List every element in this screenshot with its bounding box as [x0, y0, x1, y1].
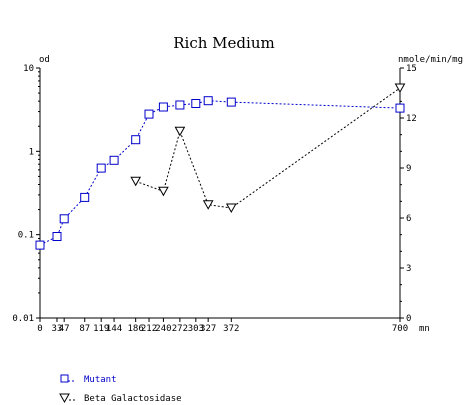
data-point-beta-galactosidase	[394, 83, 406, 94]
x-tick-label: 0	[37, 324, 42, 334]
data-point-mutant	[109, 155, 119, 165]
series-line-beta-galactosidase	[135, 87, 401, 209]
chart-title: Rich Medium	[173, 34, 274, 52]
x-tick-label: 327	[200, 324, 216, 334]
legend-label-mutant: Mutant	[84, 375, 117, 385]
data-point-mutant	[59, 214, 69, 224]
y-right-tick-label: 6	[406, 214, 411, 224]
legend-label-beta-galactosidase: Beta Galactosidase	[84, 394, 182, 404]
legend: Mutant Beta Galactosidase	[59, 374, 182, 404]
x-tick-label: 87	[79, 324, 90, 334]
data-point-mutant	[144, 109, 154, 119]
data-point-mutant	[35, 240, 45, 250]
x-tick-label: 303	[188, 324, 204, 334]
data-point-mutant	[131, 135, 141, 145]
series-line-mutant	[39, 100, 401, 246]
data-point-mutant	[52, 232, 62, 241]
y-right-tick-label: 15	[406, 64, 417, 74]
x-tick-label: 119	[93, 324, 109, 334]
y-left-tick-label: 1	[29, 147, 34, 157]
x-tick-label: 186	[128, 324, 144, 334]
y-left-ticks: 0.01 0.1 1 10	[12, 64, 40, 324]
y-right-axis-label: nmole/min/mg	[398, 55, 463, 65]
x-tick-label: 272	[172, 324, 188, 334]
legend-marker-beta-galactosidase	[59, 393, 70, 404]
data-point-mutant	[96, 163, 106, 173]
y-right-tick-label: 9	[406, 164, 411, 174]
x-tick-label: 372	[223, 324, 239, 334]
x-tick-label: 700	[392, 324, 408, 334]
y-right-tick-label: 0	[406, 314, 411, 324]
data-point-mutant	[203, 96, 213, 106]
y-right-ticks: 0 3 6 9 12 15	[400, 64, 417, 324]
y-left-tick-label: 0.1	[18, 231, 34, 241]
data-point-beta-galactosidase	[174, 126, 186, 137]
data-point-beta-galactosidase	[225, 203, 237, 214]
data-point-mutant	[191, 99, 201, 108]
data-point-mutant	[175, 100, 185, 110]
y-left-tick-label: 10	[23, 64, 34, 74]
y-left-axis-label: od	[39, 55, 50, 65]
data-point-beta-galactosidase	[158, 186, 169, 197]
x-tick-label: 33	[52, 324, 63, 334]
x-tick-label: 47	[59, 324, 70, 334]
x-axis-unit-label: mn	[419, 324, 430, 334]
data-point-mutant	[158, 102, 168, 112]
y-right-tick-label: 3	[406, 264, 411, 274]
data-point-mutant	[226, 97, 236, 107]
data-point-beta-galactosidase	[202, 200, 214, 210]
x-tick-label: 144	[106, 324, 122, 334]
legend-marker-mutant	[60, 374, 69, 383]
data-point-mutant	[80, 192, 90, 202]
y-left-tick-label: 0.01	[12, 314, 34, 324]
y-right-tick-label: 12	[406, 114, 417, 124]
x-tick-label: 212	[141, 324, 157, 334]
data-point-beta-galactosidase	[130, 176, 142, 187]
x-tick-label: 240	[155, 324, 171, 334]
series-layer	[35, 83, 406, 250]
data-point-mutant	[395, 103, 405, 113]
